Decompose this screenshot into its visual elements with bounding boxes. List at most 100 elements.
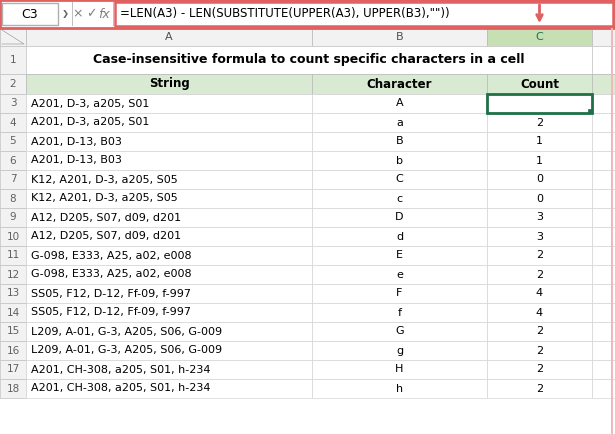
- Bar: [592, 246, 615, 265]
- Bar: [592, 322, 615, 341]
- Bar: [0, 0, 615, 28]
- Bar: [312, 322, 487, 341]
- Bar: [312, 341, 487, 360]
- Bar: [26, 132, 312, 151]
- Bar: [312, 246, 487, 265]
- Bar: [312, 189, 487, 208]
- Text: 2: 2: [536, 365, 543, 375]
- Bar: [0, 94, 26, 113]
- Text: A201, CH-308, a205, S01, h-234: A201, CH-308, a205, S01, h-234: [31, 365, 210, 375]
- Text: h: h: [396, 384, 403, 394]
- Text: 0: 0: [536, 194, 543, 204]
- Text: SS05, F12, D-12, Ff-09, f-997: SS05, F12, D-12, Ff-09, f-997: [31, 289, 191, 299]
- Bar: [113, 2, 114, 26]
- Bar: [0, 151, 26, 170]
- Text: 16: 16: [6, 345, 20, 355]
- Bar: [592, 94, 615, 113]
- Text: 5: 5: [10, 137, 17, 147]
- Bar: [0, 113, 26, 132]
- Bar: [487, 227, 592, 246]
- Bar: [0, 284, 26, 303]
- Bar: [26, 208, 312, 227]
- Text: 4: 4: [10, 118, 17, 128]
- Text: 6: 6: [10, 155, 17, 165]
- Text: L209, A-01, G-3, A205, S06, G-009: L209, A-01, G-3, A205, S06, G-009: [31, 345, 222, 355]
- Bar: [115, 2, 613, 26]
- Text: 15: 15: [6, 326, 20, 336]
- Bar: [312, 28, 487, 46]
- Bar: [312, 360, 487, 379]
- Bar: [312, 151, 487, 170]
- Text: 14: 14: [6, 308, 20, 318]
- Bar: [72, 2, 73, 26]
- Bar: [592, 151, 615, 170]
- Bar: [312, 94, 487, 113]
- Text: C: C: [536, 32, 544, 42]
- Bar: [0, 322, 26, 341]
- Bar: [487, 170, 592, 189]
- Text: A201, D-13, B03: A201, D-13, B03: [31, 155, 122, 165]
- Text: 11: 11: [6, 250, 20, 260]
- Text: 13: 13: [6, 289, 20, 299]
- Bar: [2, 3, 58, 25]
- Bar: [26, 189, 312, 208]
- Text: Count: Count: [520, 78, 559, 91]
- Bar: [487, 151, 592, 170]
- Bar: [312, 265, 487, 284]
- Bar: [26, 341, 312, 360]
- Bar: [0, 74, 26, 94]
- Text: A201, D-3, a205, S01: A201, D-3, a205, S01: [31, 118, 149, 128]
- Text: A201, CH-308, a205, S01, h-234: A201, CH-308, a205, S01, h-234: [31, 384, 210, 394]
- Text: 2: 2: [536, 326, 543, 336]
- Text: ×: ×: [73, 7, 83, 20]
- Bar: [592, 189, 615, 208]
- Bar: [0, 360, 26, 379]
- Text: 2: 2: [536, 384, 543, 394]
- Text: E: E: [396, 250, 403, 260]
- Text: fx: fx: [98, 7, 110, 20]
- Bar: [312, 303, 487, 322]
- Bar: [312, 74, 487, 94]
- Text: b: b: [396, 155, 403, 165]
- Bar: [26, 28, 312, 46]
- Text: A12, D205, S07, d09, d201: A12, D205, S07, d09, d201: [31, 231, 181, 241]
- Text: A201, D-13, B03: A201, D-13, B03: [31, 137, 122, 147]
- Text: 3: 3: [10, 99, 17, 108]
- Bar: [487, 113, 592, 132]
- Bar: [312, 208, 487, 227]
- Text: 2: 2: [536, 118, 543, 128]
- Text: 18: 18: [6, 384, 20, 394]
- Bar: [592, 379, 615, 398]
- Text: Character: Character: [367, 78, 432, 91]
- Bar: [26, 94, 312, 113]
- Text: B: B: [395, 137, 403, 147]
- Text: A: A: [395, 99, 403, 108]
- Text: 2: 2: [536, 250, 543, 260]
- Text: 17: 17: [6, 365, 20, 375]
- Text: A: A: [165, 32, 173, 42]
- Bar: [0, 0, 615, 28]
- Bar: [312, 284, 487, 303]
- Text: 3: 3: [536, 213, 543, 223]
- Bar: [312, 379, 487, 398]
- Bar: [26, 151, 312, 170]
- Text: 12: 12: [6, 270, 20, 279]
- Text: B: B: [395, 32, 403, 42]
- Bar: [26, 113, 312, 132]
- Text: 1: 1: [536, 155, 543, 165]
- Bar: [26, 74, 312, 94]
- Bar: [26, 46, 592, 74]
- Text: C3: C3: [22, 7, 38, 20]
- Text: K12, A201, D-3, a205, S05: K12, A201, D-3, a205, S05: [31, 174, 178, 184]
- Text: 3: 3: [536, 231, 543, 241]
- Text: Case-insensitive formula to count specific characters in a cell: Case-insensitive formula to count specif…: [93, 53, 525, 66]
- Text: 2: 2: [10, 79, 17, 89]
- Bar: [487, 189, 592, 208]
- Text: f: f: [397, 308, 402, 318]
- Bar: [487, 303, 592, 322]
- Bar: [0, 208, 26, 227]
- Text: =LEN(A3) - LEN(SUBSTITUTE(UPPER(A3), UPPER(B3),"")): =LEN(A3) - LEN(SUBSTITUTE(UPPER(A3), UPP…: [120, 7, 450, 20]
- Bar: [26, 227, 312, 246]
- Bar: [487, 246, 592, 265]
- Bar: [487, 265, 592, 284]
